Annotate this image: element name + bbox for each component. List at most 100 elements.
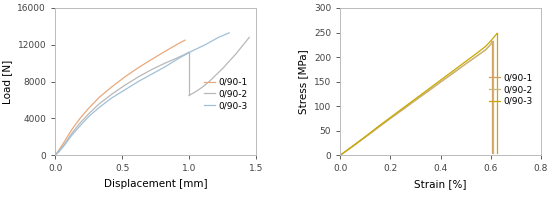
- 0/90-2: [424, 90, 431, 92]
- 0/90-1: [121, 76, 128, 78]
- 0/90-3: [487, 40, 494, 42]
- X-axis label: Strain [%]: Strain [%]: [415, 179, 467, 189]
- 0/90-3: [148, 73, 155, 75]
- 0/90-3: [68, 135, 75, 137]
- 0/90-1: [400, 108, 406, 111]
- 0/90-2: [61, 143, 68, 145]
- 0/90-3: [387, 116, 394, 119]
- 0/90-2: [68, 133, 75, 135]
- 0/90-1: [487, 43, 494, 46]
- 0/90-2: [482, 49, 489, 51]
- 0/90-2: [86, 113, 92, 115]
- 0/90-2: [475, 54, 481, 56]
- 0/90-1: [182, 39, 188, 41]
- Line: 0/90-1: 0/90-1: [340, 41, 492, 155]
- 0/90-2: [463, 63, 469, 65]
- 0/90-1: [86, 107, 92, 109]
- 0/90-3: [76, 126, 83, 128]
- 0/90-2: [362, 136, 369, 138]
- 0/90-1: [68, 129, 75, 132]
- 0/90-1: [450, 72, 457, 74]
- 0/90-1: [412, 99, 419, 101]
- 0/90-2: [162, 62, 168, 64]
- 0/90-1: [375, 127, 381, 129]
- 0/90-1: [52, 154, 59, 156]
- 0/90-3: [475, 51, 481, 53]
- 0/90-3: [226, 32, 232, 34]
- 0/90-2: [172, 57, 179, 60]
- Legend: 0/90-1, 0/90-2, 0/90-3: 0/90-1, 0/90-2, 0/90-3: [486, 70, 537, 109]
- 0/90-3: [349, 145, 356, 147]
- 0/90-3: [108, 97, 115, 99]
- 0/90-2: [337, 154, 343, 156]
- 0/90-3: [135, 80, 141, 83]
- 0/90-1: [489, 40, 495, 43]
- 0/90-2: [387, 117, 394, 120]
- 0/90-3: [375, 126, 381, 128]
- 0/90-3: [437, 79, 444, 81]
- Y-axis label: Stress [MPa]: Stress [MPa]: [299, 49, 309, 114]
- 0/90-3: [121, 89, 128, 91]
- 0/90-3: [412, 98, 419, 100]
- Line: 0/90-3: 0/90-3: [340, 33, 497, 155]
- 0/90-2: [412, 99, 419, 101]
- Y-axis label: Load [N]: Load [N]: [2, 60, 12, 104]
- 0/90-3: [61, 144, 68, 146]
- 0/90-1: [463, 63, 469, 65]
- 0/90-3: [215, 36, 222, 39]
- 0/90-3: [337, 154, 343, 156]
- 0/90-2: [375, 127, 381, 129]
- 0/90-2: [148, 68, 155, 71]
- 0/90-3: [493, 32, 500, 35]
- 0/90-3: [450, 70, 457, 72]
- 0/90-3: [175, 57, 182, 60]
- 0/90-1: [148, 58, 155, 61]
- 0/90-1: [387, 117, 394, 120]
- 0/90-2: [349, 145, 356, 148]
- Legend: 0/90-1, 0/90-2, 0/90-3: 0/90-1, 0/90-2, 0/90-3: [200, 74, 251, 114]
- 0/90-2: [76, 123, 83, 125]
- 0/90-2: [108, 93, 115, 96]
- Line: 0/90-2: 0/90-2: [340, 41, 493, 155]
- 0/90-1: [61, 140, 68, 143]
- 0/90-1: [437, 81, 444, 83]
- Line: 0/90-1: 0/90-1: [55, 40, 185, 155]
- 0/90-1: [362, 136, 369, 138]
- 0/90-2: [121, 84, 128, 86]
- Line: 0/90-3: 0/90-3: [55, 33, 229, 155]
- 0/90-1: [108, 86, 115, 88]
- 0/90-2: [181, 54, 187, 56]
- 0/90-2: [185, 51, 192, 53]
- 0/90-3: [362, 135, 369, 138]
- X-axis label: Displacement [mm]: Displacement [mm]: [104, 179, 208, 189]
- 0/90-3: [482, 45, 489, 47]
- 0/90-1: [159, 52, 166, 54]
- Line: 0/90-2: 0/90-2: [55, 52, 189, 155]
- 0/90-3: [56, 150, 62, 153]
- 0/90-2: [96, 102, 103, 105]
- 0/90-3: [162, 66, 168, 68]
- 0/90-3: [202, 44, 209, 46]
- 0/90-1: [168, 46, 175, 49]
- 0/90-2: [52, 154, 59, 156]
- 0/90-3: [491, 35, 498, 38]
- 0/90-3: [52, 154, 59, 156]
- 0/90-2: [450, 72, 457, 74]
- 0/90-2: [487, 43, 494, 46]
- 0/90-1: [176, 42, 183, 44]
- 0/90-1: [482, 49, 489, 51]
- 0/90-3: [400, 107, 406, 109]
- 0/90-1: [56, 148, 62, 151]
- 0/90-2: [400, 108, 406, 110]
- 0/90-2: [490, 40, 497, 43]
- 0/90-3: [188, 50, 195, 52]
- 0/90-2: [56, 149, 62, 152]
- 0/90-2: [437, 81, 444, 83]
- 0/90-1: [96, 96, 103, 99]
- 0/90-1: [349, 145, 356, 148]
- 0/90-3: [463, 60, 469, 63]
- 0/90-3: [86, 115, 92, 118]
- 0/90-1: [135, 67, 141, 69]
- 0/90-2: [135, 76, 141, 78]
- 0/90-1: [424, 90, 431, 93]
